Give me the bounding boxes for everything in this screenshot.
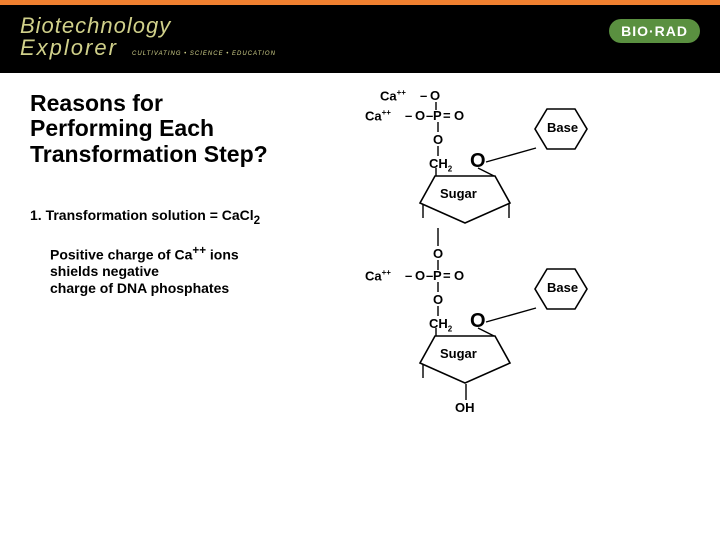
slide-title: Reasons for Performing Each Transformati… (30, 91, 270, 167)
label-oh: OH (455, 400, 475, 415)
bond-dash-4: – (405, 268, 412, 283)
logo-line2: Explorer CULTIVATING • SCIENCE • EDUCATI… (20, 35, 276, 61)
label-o-mid: O (433, 246, 443, 261)
bond-o-ring-2 (478, 328, 498, 338)
label-ca2: Ca++ (365, 108, 391, 123)
bond-v-4 (437, 228, 439, 246)
label-o-top: O (430, 88, 440, 103)
bond-o-base-2 (486, 308, 536, 328)
bond-ch2-ring-2 (435, 328, 437, 336)
section-1: 1. Transformation solution = CaCl2 Posit… (30, 207, 270, 297)
bond-sugar-down-left-2 (422, 364, 424, 378)
bond-o-base-1 (486, 148, 536, 168)
label-base-1: Base (547, 120, 578, 135)
section-1-num: 1. (30, 207, 42, 223)
bond-v-3 (437, 146, 439, 156)
label-o-right-2: O (454, 268, 464, 283)
logo-biorad: BIO·RAD (609, 23, 700, 41)
bond-v-2 (437, 122, 439, 132)
label-p2: P (433, 268, 442, 283)
section-1-heading: 1. Transformation solution = CaCl2 (30, 207, 270, 228)
slide-header: Biotechnology Explorer CULTIVATING • SCI… (0, 0, 720, 73)
label-o-right: O (454, 108, 464, 123)
bond-eq-2: = (443, 268, 451, 283)
label-sugar-1: Sugar (440, 186, 477, 201)
label-ca1: Ca++ (380, 88, 406, 103)
section-1-heading-text: Transformation solution = CaCl (46, 207, 254, 223)
logo-tagline: CULTIVATING • SCIENCE • EDUCATION (132, 51, 276, 57)
bond-eq-1: = (443, 108, 451, 123)
bond-v-6 (437, 282, 439, 292)
section-1-body: Positive charge of Ca++ ions shields neg… (30, 244, 270, 297)
bond-sugar-down-mid (465, 384, 467, 400)
logo-line2-text: Explorer (20, 35, 118, 60)
bond-ch2-ring-1 (435, 168, 437, 176)
label-o-left-2: O (415, 268, 425, 283)
bond-sugar-down-right-1 (508, 204, 510, 218)
logo-biorad-text: BIO·RAD (609, 19, 700, 43)
label-ca3: Ca++ (365, 268, 391, 283)
bond-v-7 (437, 306, 439, 316)
label-o-left: O (415, 108, 425, 123)
label-p1: P (433, 108, 442, 123)
dna-phosphate-diagram: Ca++ – O Ca++ – O – P = O O CH2 O Sugar … (340, 88, 680, 518)
bond-dash-2: – (405, 108, 412, 123)
bond-sugar-down-left-1 (422, 204, 424, 218)
bond-dash-1: – (420, 88, 427, 103)
label-o-below-p: O (433, 132, 443, 147)
label-base-2: Base (547, 280, 578, 295)
label-sugar-2: Sugar (440, 346, 477, 361)
bond-o-ring-1 (478, 168, 498, 178)
section-1-sub: 2 (254, 214, 260, 227)
logo-biotech-explorer: Biotechnology Explorer CULTIVATING • SCI… (20, 13, 276, 61)
label-o-below-p2: O (433, 292, 443, 307)
